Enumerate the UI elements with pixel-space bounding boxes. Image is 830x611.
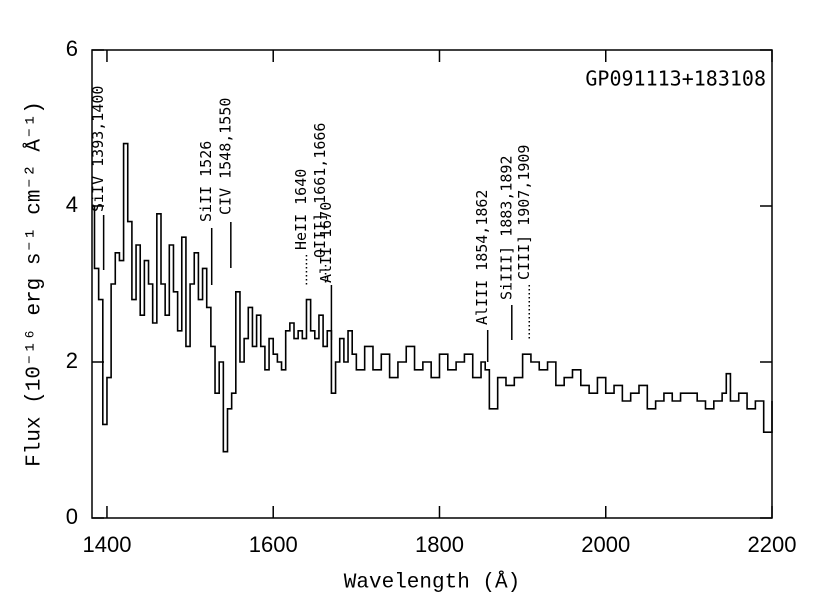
line-label: OIII] 1661,1666 xyxy=(311,123,329,258)
y-axis-label: Flux (10⁻¹⁶ erg s⁻¹ cm⁻² Å⁻¹) xyxy=(24,101,47,467)
line-label: SiIII] 1883,1892 xyxy=(497,155,515,300)
y-tick-label: 6 xyxy=(66,36,78,61)
y-tick-label: 0 xyxy=(66,504,78,529)
x-tick-label: 2200 xyxy=(748,532,797,557)
line-label: AlII 1670 xyxy=(317,202,335,283)
object-label: GP091113+183108 xyxy=(585,67,766,91)
y-tick-label: 4 xyxy=(66,192,78,217)
line-label: CIII] 1907,1909 xyxy=(515,145,533,280)
plot-frame xyxy=(91,49,773,519)
x-tick-label: 1800 xyxy=(415,532,464,557)
spectrum-line xyxy=(92,142,773,453)
line-label: AlIII 1854,1862 xyxy=(473,190,491,325)
line-label: SiIV 1393,1400 xyxy=(89,86,107,212)
line-label: HeII 1640 xyxy=(292,169,310,250)
line-label: CIV 1548,1550 xyxy=(216,98,234,215)
y-tick-label: 2 xyxy=(66,348,78,373)
x-tick-label: 1600 xyxy=(249,532,298,557)
x-tick-label: 1400 xyxy=(82,532,131,557)
x-axis-label: Wavelength (Å) xyxy=(344,572,520,595)
line-label: SiII 1526 xyxy=(197,141,215,222)
x-tick-label: 2000 xyxy=(581,532,630,557)
